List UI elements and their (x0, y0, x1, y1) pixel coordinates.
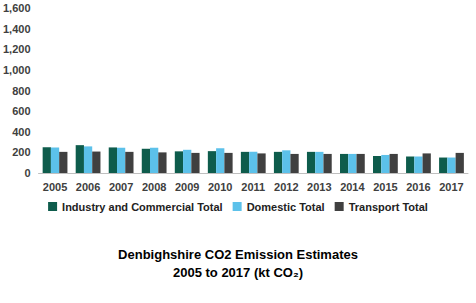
svg-text:2010: 2010 (208, 181, 232, 193)
svg-text:600: 600 (12, 105, 30, 117)
svg-text:Denbighshire CO2 Emission Esti: Denbighshire CO2 Emission Estimates (118, 247, 358, 262)
svg-text:2005 to 2017 (kt CO₂): 2005 to 2017 (kt CO₂) (173, 265, 303, 280)
svg-text:Transport Total: Transport Total (349, 201, 428, 213)
svg-text:1,600: 1,600 (3, 2, 31, 14)
svg-text:2017: 2017 (439, 181, 463, 193)
svg-text:0: 0 (24, 167, 30, 179)
svg-text:2013: 2013 (307, 181, 331, 193)
svg-text:2015: 2015 (373, 181, 397, 193)
svg-text:2012: 2012 (274, 181, 298, 193)
svg-text:1,400: 1,400 (3, 23, 31, 35)
svg-text:Industry and Commercial Total: Industry and Commercial Total (62, 201, 223, 213)
svg-text:Domestic Total: Domestic Total (247, 201, 325, 213)
svg-text:2008: 2008 (142, 181, 166, 193)
svg-text:2011: 2011 (241, 181, 265, 193)
svg-text:1,200: 1,200 (3, 43, 31, 55)
svg-text:2007: 2007 (109, 181, 133, 193)
svg-text:1,000: 1,000 (3, 64, 31, 76)
svg-text:2006: 2006 (76, 181, 100, 193)
svg-text:2009: 2009 (175, 181, 199, 193)
svg-text:2014: 2014 (340, 181, 365, 193)
svg-text:200: 200 (12, 146, 30, 158)
svg-text:2005: 2005 (43, 181, 67, 193)
svg-text:400: 400 (12, 126, 30, 138)
svg-text:800: 800 (12, 85, 30, 97)
svg-text:2016: 2016 (406, 181, 430, 193)
